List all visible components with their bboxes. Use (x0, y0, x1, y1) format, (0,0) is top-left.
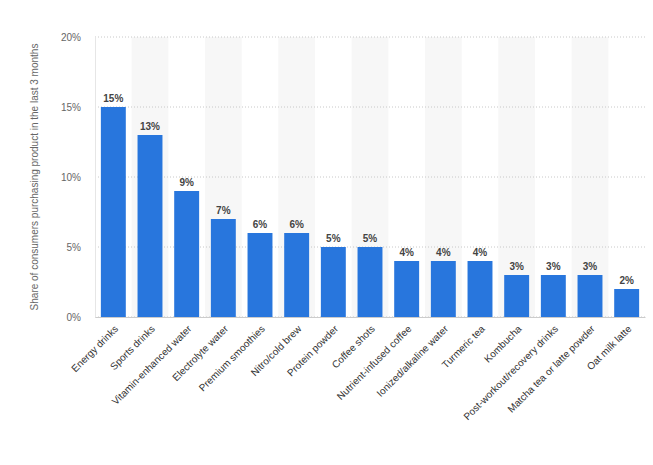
bar (101, 107, 126, 317)
chart-svg: 0% 5% 10% 15% 20% Energy drinksSports drinksV… (0, 0, 653, 465)
bar (321, 247, 346, 317)
data-label: 4% (436, 247, 451, 258)
background-band (352, 37, 389, 317)
x-axis: Energy drinksSports drinksVitamin-enhanc… (69, 317, 645, 422)
x-tick-label: Ionized/alkaline water (374, 323, 450, 399)
bar (211, 219, 236, 317)
data-label: 4% (399, 247, 414, 258)
data-label: 15% (103, 93, 123, 104)
y-axis-line (95, 38, 96, 318)
x-axis-line (96, 317, 646, 318)
y-tick: 0% (67, 312, 95, 323)
bars (101, 107, 639, 317)
bar (431, 261, 456, 317)
x-tick-label: Oat milk latte (585, 323, 634, 372)
plot: 0% 5% 10% 15% 20% Energy drinksSports drinksV… (61, 32, 646, 422)
bar (284, 233, 309, 317)
x-tick: Premium smoothies (197, 317, 267, 393)
bar (174, 191, 199, 317)
x-tick-label: Matcha tea or latte powder (505, 323, 597, 415)
data-label: 3% (583, 261, 598, 272)
data-labels: 15% 13% 9% 7% 6% 6% 5% 5% 4% 4% 4% 3% 3% 3% 2% (103, 93, 634, 286)
data-label: 6% (253, 219, 268, 230)
data-label: 4% (473, 247, 488, 258)
chart-container: 0% 5% 10% 15% 20% Energy drinksSports drinksV… (0, 0, 653, 465)
bar (358, 247, 383, 317)
x-tick: Vitamin-enhanced water (110, 317, 194, 407)
bar (138, 135, 163, 317)
y-tick-label: 0% (67, 312, 82, 323)
data-label: 13% (140, 121, 160, 132)
y-axis-title-line: Share of consumers purchasing product in… (29, 44, 40, 311)
y-tick-label: 5% (67, 242, 82, 253)
x-tick: Oat milk latte (585, 317, 634, 372)
data-label: 5% (363, 233, 378, 244)
data-label: 9% (179, 177, 194, 188)
grid (95, 37, 645, 317)
y-tick: 20% (61, 32, 95, 43)
x-tick: Ionized/alkaline water (374, 317, 450, 399)
data-label: 7% (216, 205, 231, 216)
y-tick: 15% (61, 102, 95, 113)
grid-line (95, 37, 645, 38)
y-axis: 0% 5% 10% 15% 20% (61, 32, 96, 323)
bar (614, 289, 639, 317)
data-label: 3% (546, 261, 561, 272)
bar (248, 233, 273, 317)
grid-line (95, 107, 645, 108)
x-tick-label: Protein powder (285, 323, 341, 379)
grid-line (95, 177, 645, 178)
x-tick-label: Premium smoothies (197, 323, 267, 393)
x-tick: Nutrient-infused coffee (335, 317, 414, 402)
data-label: 6% (289, 219, 304, 230)
y-axis-title: Share of consumers purchasing product in… (29, 44, 40, 311)
y-tick-label: 10% (61, 172, 81, 183)
bar (578, 275, 603, 317)
x-tick: Turmeric tea (440, 317, 488, 370)
y-tick-label: 15% (61, 102, 81, 113)
bar (504, 275, 529, 317)
x-tick: Matcha tea or latte powder (505, 317, 597, 415)
y-tick: 10% (61, 172, 95, 183)
bar (394, 261, 419, 317)
data-label: 5% (326, 233, 341, 244)
data-label: 3% (509, 261, 524, 272)
bar (541, 275, 566, 317)
data-label: 2% (619, 275, 634, 286)
y-tick: 5% (67, 242, 95, 253)
x-tick: Protein powder (285, 317, 341, 378)
x-tick-label: Turmeric tea (440, 323, 488, 371)
y-tick-label: 20% (61, 32, 81, 43)
bar (468, 261, 493, 317)
